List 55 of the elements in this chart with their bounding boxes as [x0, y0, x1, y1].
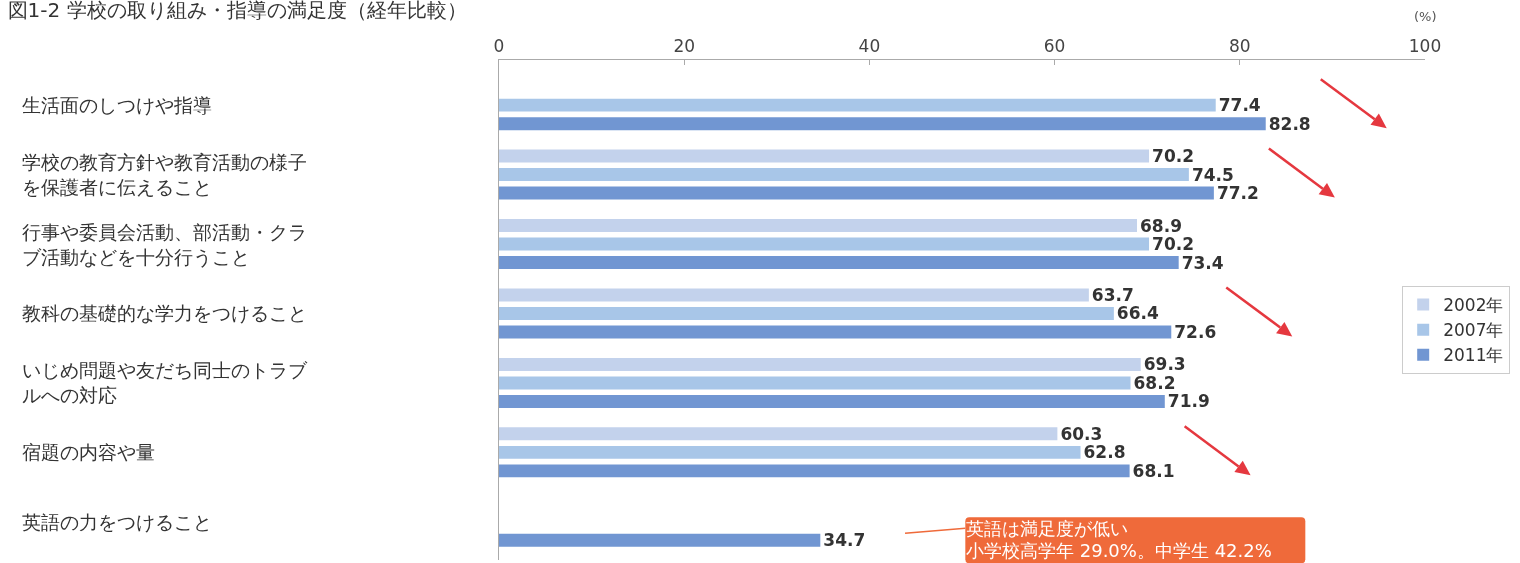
annotation: 英語は満足度が低い	[966, 517, 1128, 539]
bar	[499, 357, 1141, 371]
data-label: 70.2	[1152, 146, 1194, 167]
x2-tick-label: 40	[858, 36, 881, 57]
bar	[499, 394, 1165, 408]
bar	[499, 237, 1150, 251]
y-tick-label: 生活面のしつけや指導	[22, 94, 212, 116]
text: 図1-2 学校の取り組み・指導の満足度（経年比較）	[7, 0, 467, 22]
x2-axis-title: (%)	[1414, 9, 1437, 24]
x2-tick-label: 0	[493, 36, 505, 57]
data-label: 62.8	[1083, 442, 1126, 463]
bar	[499, 256, 1179, 270]
data-label: 69.3	[1143, 354, 1186, 375]
bar	[499, 533, 821, 547]
legend-label: 2011年	[1443, 345, 1504, 366]
data-label: 74.5	[1191, 164, 1234, 185]
bar	[499, 288, 1089, 302]
data-label: 70.2	[1152, 234, 1194, 255]
y-tick-label: いじめ問題や友だち同士のトラブルへの対応	[22, 359, 308, 406]
y-tick-label: 学校の教育方針や教育活動の様子を保護者に伝えること	[22, 151, 307, 198]
data-label: 73.4	[1181, 252, 1224, 273]
data-label: 72.6	[1174, 321, 1217, 342]
bar	[499, 376, 1131, 390]
bar	[499, 306, 1114, 320]
bar	[499, 98, 1216, 112]
y-tick-label: 英語の力をつけること	[22, 511, 212, 533]
x2-tick-label: 100	[1408, 36, 1442, 57]
y-tick-label: 宿題の内容や量	[22, 441, 155, 463]
y-tick-label: 行事や委員会活動、部活動・クラブ活動などを十分行うこと	[22, 221, 307, 268]
bar	[499, 219, 1138, 232]
bar	[499, 168, 1189, 182]
data-label: 82.8	[1268, 113, 1311, 134]
data-label: 66.4	[1116, 303, 1159, 324]
bar	[499, 445, 1081, 459]
data-label: 68.2	[1133, 372, 1176, 393]
x2-tick-label: 60	[1043, 36, 1066, 57]
data-label: 77.2	[1216, 183, 1259, 204]
bar	[499, 325, 1172, 339]
x2-tick-label: 20	[673, 36, 696, 57]
data-label: 68.1	[1132, 460, 1175, 481]
bar	[499, 464, 1130, 478]
bar	[499, 149, 1150, 163]
data-label: 71.9	[1167, 391, 1210, 412]
annotation: 小学校高学年 29.0%。中学生 42.2%	[966, 539, 1272, 561]
bar	[499, 117, 1266, 131]
data-label: 77.4	[1218, 95, 1261, 116]
legend-label: 2007年	[1443, 320, 1504, 341]
bar	[499, 427, 1058, 441]
bar	[499, 186, 1214, 200]
legend-label: 2002年	[1443, 295, 1504, 316]
data-label: 63.7	[1091, 284, 1134, 305]
y-tick-label: 教科の基礎的な学力をつけること	[22, 302, 307, 324]
data-label: 68.9	[1140, 215, 1182, 236]
data-label: 60.3	[1060, 423, 1103, 444]
x2-tick-label: 80	[1228, 36, 1251, 57]
